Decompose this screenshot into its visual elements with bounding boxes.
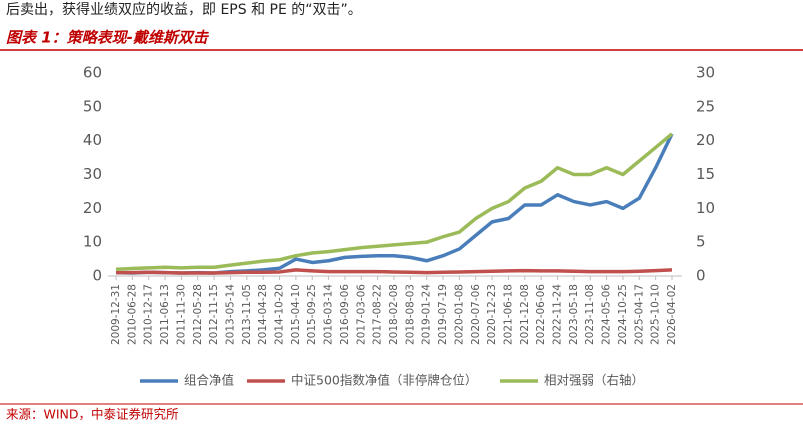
legend-label: 相对强弱（右轴） bbox=[544, 373, 644, 388]
x-tick-label: 2015-04-10 bbox=[290, 284, 302, 345]
x-tick-label: 2020-01-08 bbox=[453, 284, 465, 345]
x-tick-label: 2023-11-08 bbox=[584, 284, 596, 345]
y-tick-label: 10 bbox=[83, 233, 102, 251]
intro-text: 后卖出，获得业绩双应的收益，即 EPS 和 PE 的“双击”。 bbox=[6, 1, 362, 18]
legend-label: 中证500指数净值（非停牌仓位） bbox=[291, 373, 477, 388]
y2-tick-label: 30 bbox=[696, 64, 715, 82]
series-line bbox=[115, 133, 674, 275]
x-tick-label: 2022-06-06 bbox=[535, 284, 547, 345]
y-tick-label: 60 bbox=[83, 64, 102, 82]
y-tick-label: 30 bbox=[83, 165, 102, 183]
series-line bbox=[116, 268, 673, 275]
x-tick-label: 2018-08-03 bbox=[404, 284, 416, 345]
source-text: 来源：WIND，中泰证券研究所 bbox=[6, 407, 179, 422]
x-tick-label: 2012-05-28 bbox=[192, 284, 204, 345]
y2-tick-label: 5 bbox=[696, 233, 706, 251]
x-tick-label: 2026-04-02 bbox=[666, 284, 678, 345]
x-tick-label: 2024-10-25 bbox=[617, 284, 629, 345]
x-tick-label: 2017-08-22 bbox=[372, 284, 384, 345]
x-tick-label: 2014-10-20 bbox=[274, 284, 286, 345]
x-tick-label: 2024-05-06 bbox=[601, 284, 613, 345]
x-tick-label: 2014-04-28 bbox=[257, 284, 269, 345]
x-tick-label: 2020-12-23 bbox=[486, 284, 498, 345]
x-tick-label: 2016-03-14 bbox=[323, 284, 335, 345]
x-tick-label: 2017-03-06 bbox=[355, 284, 367, 345]
x-tick-label: 2010-06-28 bbox=[126, 284, 138, 345]
x-tick-label: 2011-06-13 bbox=[159, 284, 171, 345]
x-tick-label: 2009-12-31 bbox=[110, 284, 122, 345]
x-tick-label: 2025-10-10 bbox=[650, 284, 662, 345]
y-tick-label: 20 bbox=[83, 199, 102, 217]
x-tick-label: 2025-04-17 bbox=[633, 284, 645, 345]
x-tick-label: 2015-09-25 bbox=[306, 284, 318, 345]
x-tick-label: 2023-05-18 bbox=[568, 284, 580, 345]
y-tick-label: 0 bbox=[92, 267, 102, 285]
x-tick-label: 2019-07-19 bbox=[437, 284, 449, 345]
x-tick-label: 2013-05-14 bbox=[224, 284, 236, 345]
x-tick-label: 2018-02-08 bbox=[388, 284, 400, 345]
legend-label: 组合净值 bbox=[184, 373, 234, 388]
y2-tick-label: 0 bbox=[696, 267, 706, 285]
x-tick-label: 2011-11-30 bbox=[175, 284, 187, 345]
x-tick-label: 2016-09-06 bbox=[339, 284, 351, 345]
x-tick-label: 2021-12-08 bbox=[519, 284, 531, 345]
x-tick-label: 2010-12-17 bbox=[143, 284, 155, 345]
x-tick-label: 2022-11-24 bbox=[552, 284, 564, 345]
x-tick-label: 2020-07-06 bbox=[470, 284, 482, 345]
y2-tick-label: 15 bbox=[696, 165, 715, 183]
series-line bbox=[115, 132, 674, 271]
y-tick-label: 40 bbox=[83, 131, 102, 149]
y2-tick-label: 25 bbox=[696, 97, 715, 115]
x-tick-label: 2021-06-18 bbox=[502, 284, 514, 345]
x-tick-label: 2019-01-24 bbox=[421, 284, 433, 345]
y2-tick-label: 10 bbox=[696, 199, 715, 217]
chart-title: 图表 1：策略表现-戴维斯双击 bbox=[6, 29, 210, 47]
y2-tick-label: 20 bbox=[696, 131, 715, 149]
y-tick-label: 50 bbox=[83, 97, 102, 115]
x-tick-label: 2012-11-15 bbox=[208, 284, 220, 345]
x-tick-label: 2013-11-05 bbox=[241, 284, 253, 345]
